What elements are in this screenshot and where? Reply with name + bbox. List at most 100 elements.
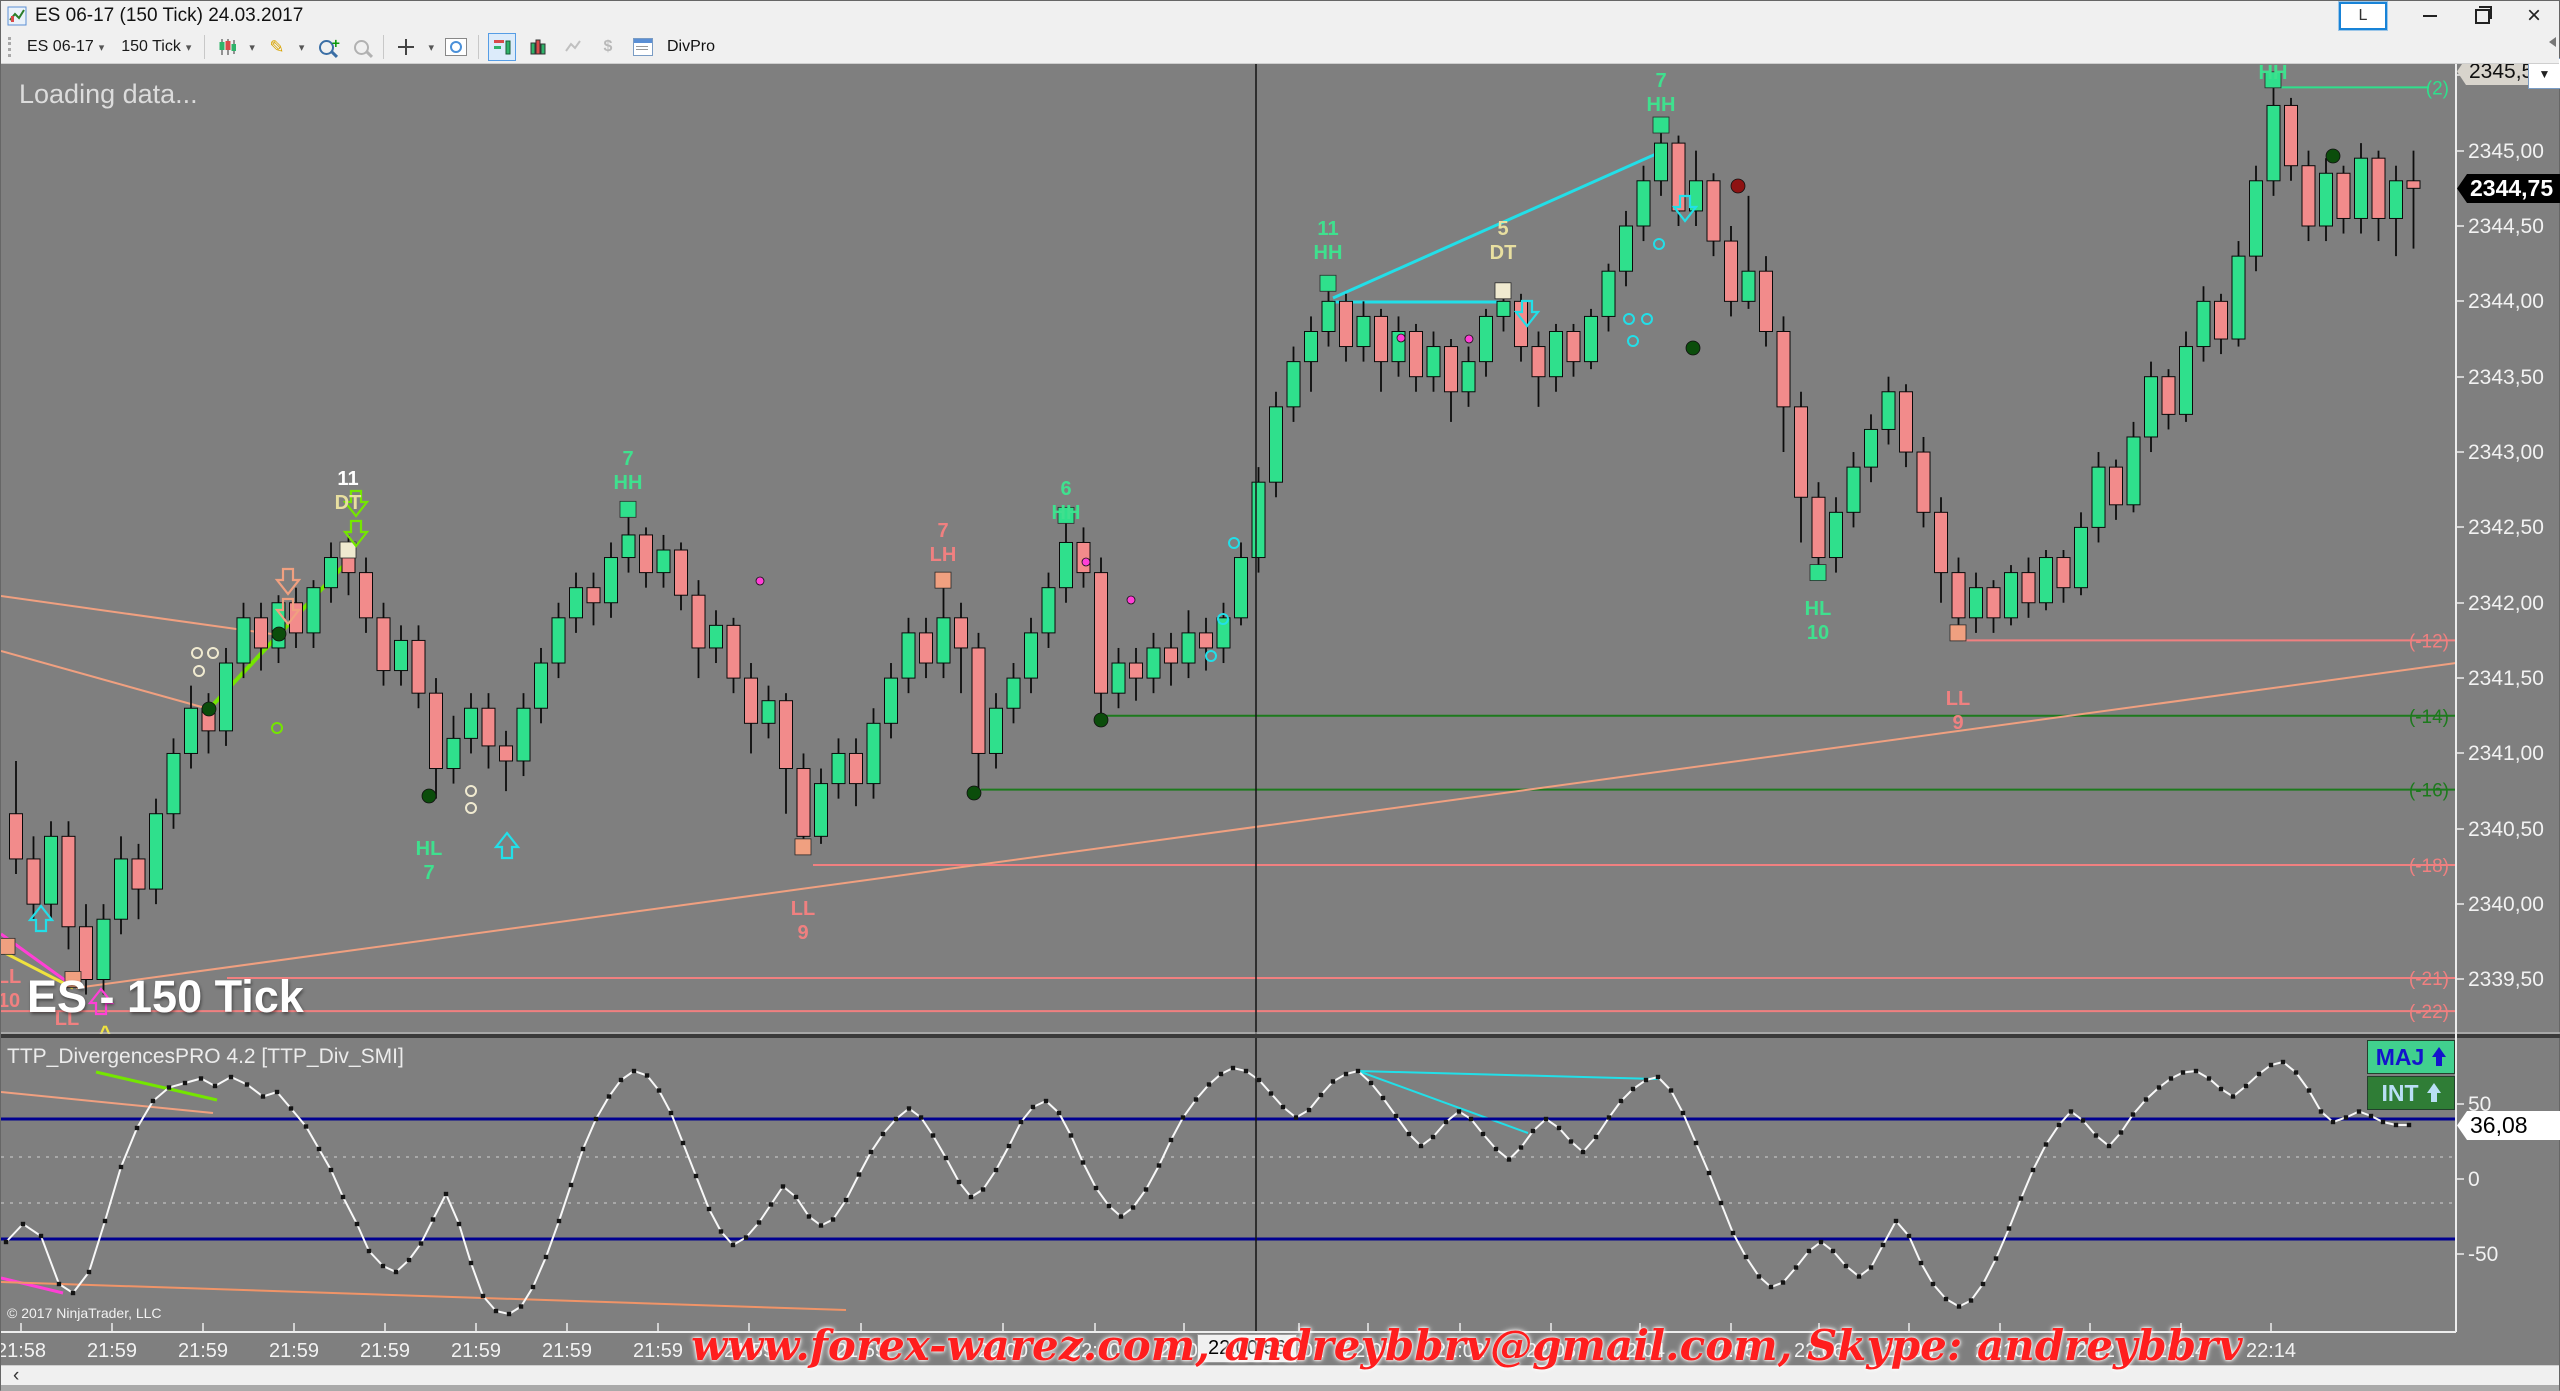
zoom-out-icon: [353, 39, 369, 55]
candle: [2161, 376, 2176, 415]
candle: [9, 813, 23, 860]
candle: [2004, 572, 2018, 619]
candle: [1199, 632, 1213, 649]
zoom-out-button[interactable]: [348, 34, 374, 60]
svg-text:6: 6: [1060, 478, 1071, 500]
candle: [236, 617, 251, 664]
candle: [1916, 451, 1931, 513]
scroll-left-icon[interactable]: ‹: [13, 1365, 20, 1386]
svg-text:(-12): (-12): [2409, 631, 2449, 652]
line-chart-button[interactable]: [560, 34, 586, 60]
candle: [464, 707, 478, 739]
close-icon[interactable]: ×: [2526, 2, 2541, 29]
candlesticks-layer: [9, 82, 2421, 995]
candle: [341, 557, 356, 574]
candle: [1321, 300, 1336, 332]
candle: [114, 858, 128, 920]
candle: [1514, 300, 1528, 348]
zoom-in-button[interactable]: +: [313, 34, 340, 60]
candle: [359, 572, 373, 619]
svg-text:DT: DT: [1490, 242, 1517, 264]
svg-text:7: 7: [1655, 70, 1666, 92]
candle: [1269, 406, 1283, 483]
candle: [516, 707, 531, 762]
chevron-down-icon[interactable]: ▾: [428, 41, 434, 54]
toolbar-overflow-icon[interactable]: [2549, 37, 2556, 47]
restore-icon[interactable]: [2473, 5, 2492, 25]
major-trend-label: MAJ: [2375, 1043, 2425, 1070]
candle: [586, 587, 601, 604]
svg-text:11: 11: [1317, 218, 1338, 240]
svg-text:10: 10: [1807, 622, 1829, 644]
candle: [1444, 346, 1458, 393]
candle: [481, 707, 496, 747]
loading-status: Loading data...: [19, 79, 198, 109]
candle: [2336, 172, 2351, 219]
candle: [149, 813, 163, 890]
chevron-down-icon[interactable]: ▾: [249, 41, 255, 54]
svg-text:2342,00: 2342,00: [2468, 592, 2544, 615]
svg-text:21:59: 21:59: [178, 1340, 228, 1362]
chart-style-button[interactable]: [214, 34, 240, 60]
panel-layout-button[interactable]: [487, 33, 516, 61]
zoom-in-icon: +: [318, 35, 340, 55]
candle: [219, 662, 233, 732]
instrument-selector[interactable]: ES 06-17 ▾: [23, 36, 108, 58]
candle: [1164, 647, 1178, 664]
candle: [1286, 361, 1301, 408]
link-button[interactable]: L: [2339, 2, 2387, 30]
annotations-layer: ^11DT7HH7LH6HH11HH5DT7HHHHHL7LL9HL10LL9L…: [1, 62, 2449, 1046]
candle: [166, 752, 181, 815]
toolbar-grip[interactable]: [8, 37, 11, 57]
candle: [901, 632, 916, 679]
candle: [254, 617, 268, 649]
bars-button[interactable]: [525, 34, 551, 60]
candle: [849, 752, 863, 785]
candle: [919, 632, 933, 664]
svg-text:(-16): (-16): [2409, 781, 2449, 802]
candle: [2056, 557, 2071, 589]
candle: [726, 624, 741, 679]
svg-text:2339,50: 2339,50: [2468, 968, 2544, 991]
minimize-icon[interactable]: [2421, 7, 2439, 25]
bar-chart-icon: [530, 39, 546, 55]
svg-text:2340,00: 2340,00: [2468, 893, 2544, 916]
candle: [1969, 587, 1983, 619]
candle: [779, 700, 793, 770]
candle: [1006, 677, 1021, 709]
period-selector[interactable]: 150 Tick ▾: [117, 36, 195, 58]
candle: [621, 534, 636, 559]
drawing-tools-button[interactable]: ✎: [264, 34, 290, 60]
horizontal-scrollbar[interactable]: ‹: [1, 1365, 2559, 1386]
candle: [2389, 180, 2403, 219]
smi-line: [5, 1060, 2409, 1316]
candle: [1689, 180, 1703, 212]
divpro-label[interactable]: DivPro: [666, 38, 715, 55]
candle: [884, 677, 898, 724]
candle: [201, 707, 216, 732]
candle: [1566, 330, 1581, 363]
svg-text:-50: -50: [2468, 1243, 2498, 1266]
candle: [2074, 526, 2088, 589]
candle: [376, 617, 391, 672]
svg-text:21:59: 21:59: [269, 1340, 319, 1362]
candle: [44, 835, 58, 905]
dollar-button[interactable]: $: [595, 34, 621, 60]
copyright-text: © 2017 NinjaTrader, LLC: [7, 1305, 162, 1321]
svg-text:HH: HH: [1314, 242, 1343, 264]
data-grid-button[interactable]: [630, 34, 656, 60]
crosshair-icon: [398, 39, 415, 55]
svg-text:HH: HH: [1647, 94, 1676, 116]
candle: [2249, 180, 2263, 257]
crosshair-button[interactable]: [393, 34, 419, 60]
candle: [1339, 300, 1353, 348]
candle: [1076, 541, 1091, 574]
chevron-down-icon[interactable]: ▾: [298, 41, 305, 54]
snapshot-button[interactable]: [443, 34, 469, 60]
window-title: ES 06-17 (150 Tick) 24.03.2017: [35, 5, 304, 26]
svg-text:2343,50: 2343,50: [2468, 366, 2544, 389]
level-lines-layer: [1, 86, 2457, 1311]
svg-text:11: 11: [337, 468, 358, 490]
candle: [429, 692, 443, 770]
